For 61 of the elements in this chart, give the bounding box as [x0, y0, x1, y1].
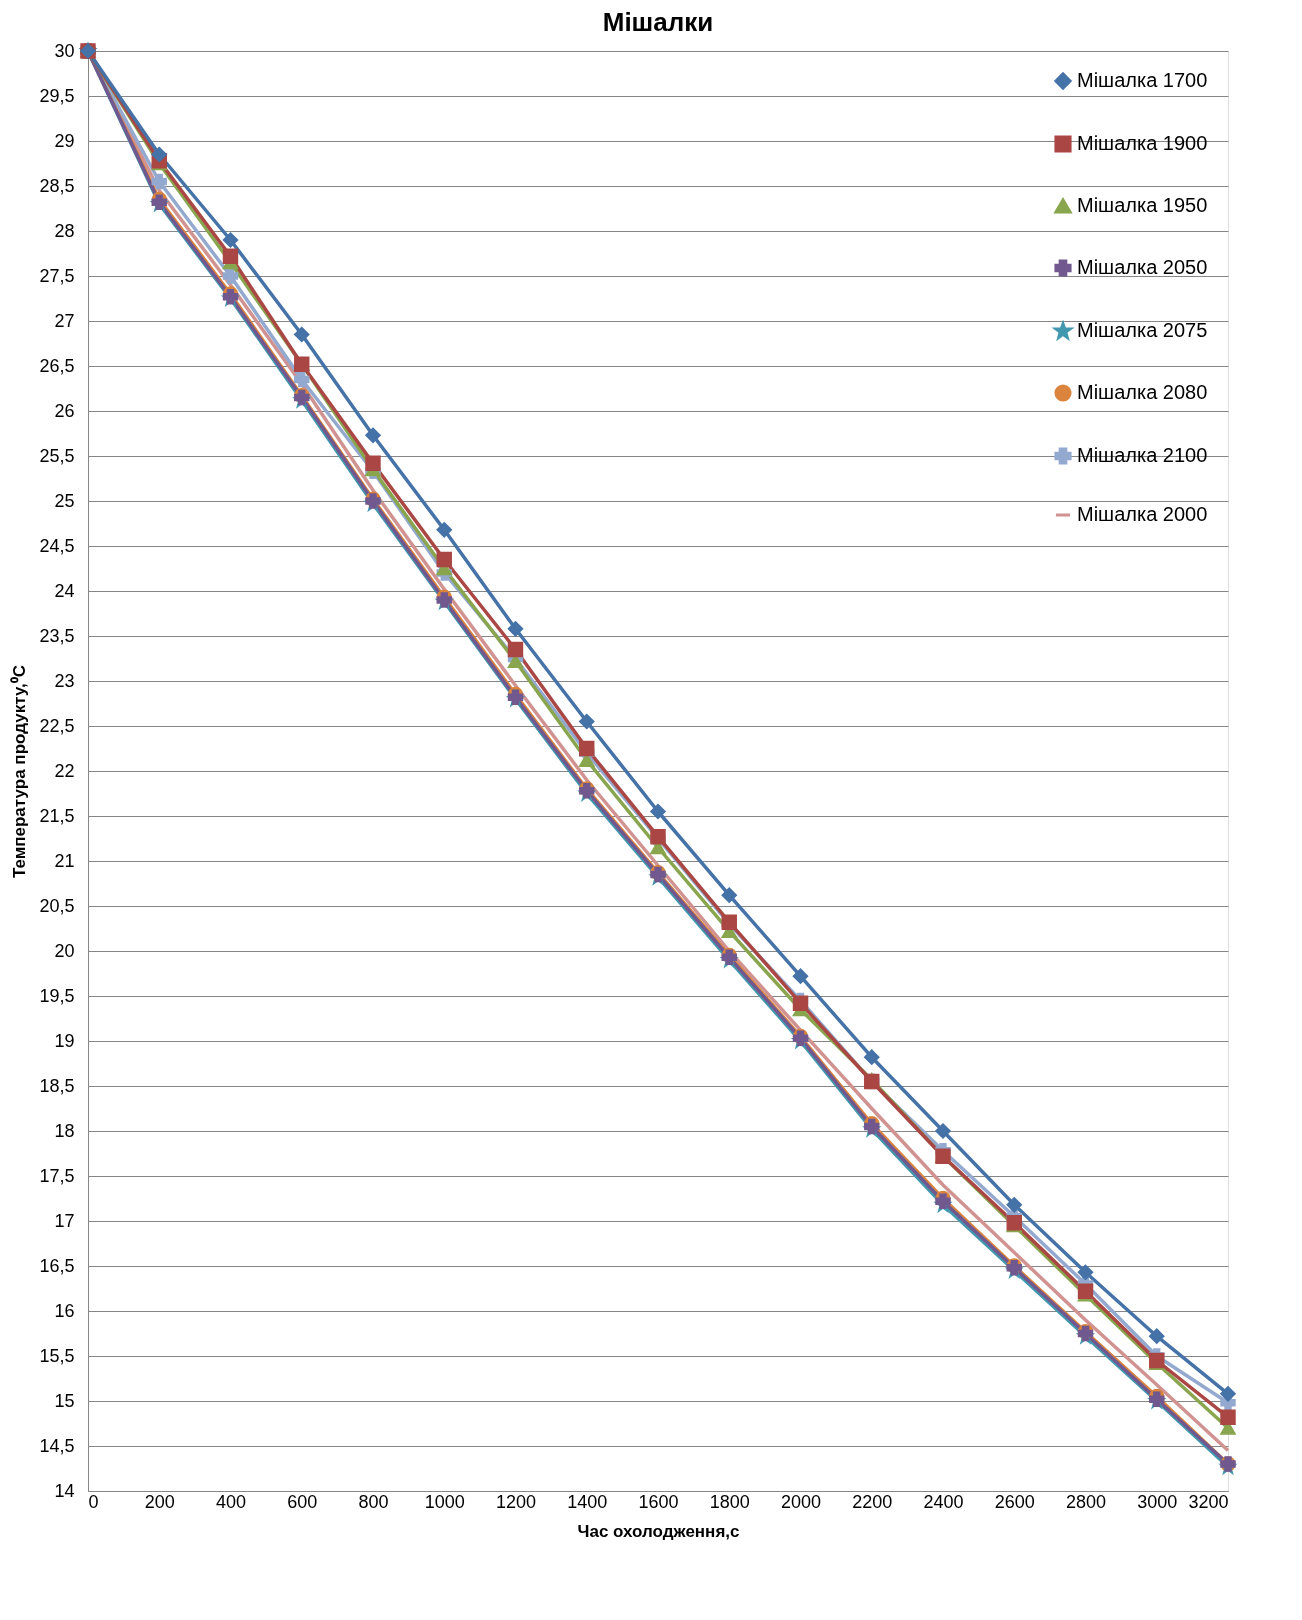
y-tick-label: 14 — [54, 1480, 75, 1501]
x-axis-title: Час охолодження,с — [577, 1521, 740, 1541]
y-tick-label: 15,5 — [39, 1345, 75, 1366]
x-tick-label: 400 — [215, 1491, 247, 1512]
y-tick-label: 18,5 — [39, 1075, 75, 1096]
y-tick-label: 18 — [54, 1120, 75, 1141]
y-tick-label: 26,5 — [39, 355, 75, 376]
x-tick-label: 2400 — [923, 1491, 964, 1512]
y-tick-label: 27,5 — [39, 265, 75, 286]
y-tick-label: 23 — [54, 670, 75, 691]
legend-label: Мішалка 2000 — [1077, 503, 1208, 525]
x-tick-label: 1800 — [709, 1491, 750, 1512]
y-tick-label: 28,5 — [39, 175, 75, 196]
x-tick-label: 1200 — [495, 1491, 537, 1512]
y-tick-label: 25,5 — [39, 445, 75, 466]
y-tick-label: 29,5 — [39, 85, 75, 106]
y-tick-label: 19,5 — [39, 985, 75, 1006]
legend-label: Мішалка 2080 — [1077, 381, 1208, 403]
x-tick-label: 600 — [287, 1491, 318, 1512]
x-tick-label: 0 — [88, 1491, 99, 1512]
y-tick-label: 16 — [54, 1300, 75, 1321]
y-tick-label: 19 — [54, 1030, 75, 1051]
y-tick-label: 25 — [54, 490, 75, 511]
y-tick-label: 22,5 — [39, 715, 75, 736]
y-tick-label: 20 — [54, 940, 75, 961]
y-tick-label: 17 — [54, 1210, 75, 1231]
y-tick-label: 21,5 — [39, 805, 75, 826]
legend-label: Мішалка 1700 — [1077, 69, 1208, 91]
x-tick-label: 1400 — [567, 1491, 608, 1512]
x-tick-label: 1600 — [638, 1491, 679, 1512]
y-tick-label: 20,5 — [39, 895, 75, 916]
y-tick-label: 26 — [54, 400, 75, 421]
legend-label: Мішалка 2075 — [1077, 319, 1208, 341]
y-tick-label: 29 — [54, 130, 75, 151]
x-tick-label: 2200 — [852, 1491, 893, 1512]
x-tick-label: 3200 — [1188, 1491, 1229, 1512]
y-tick-label: 28 — [54, 220, 75, 241]
y-tick-label: 14,5 — [39, 1435, 75, 1456]
y-tick-label: 30 — [54, 40, 75, 61]
y-tick-label: 16,5 — [39, 1255, 75, 1276]
legend-label: Мішалка 1950 — [1077, 194, 1208, 216]
x-tick-label: 2000 — [780, 1491, 822, 1512]
legend-label: Мішалка 2100 — [1077, 444, 1208, 466]
x-tick-label: 1000 — [424, 1491, 465, 1512]
y-tick-label: 24 — [54, 580, 75, 601]
legend-label: Мішалка 1900 — [1077, 132, 1208, 154]
x-tick-label: 800 — [358, 1491, 389, 1512]
legend-label: Мішалка 2050 — [1077, 256, 1208, 278]
y-tick-label: 15 — [54, 1390, 75, 1411]
x-tick-label: 200 — [144, 1491, 175, 1512]
x-tick-label: 2800 — [1065, 1491, 1107, 1512]
y-tick-label: 22 — [54, 760, 75, 781]
chart-title: Мішалки — [602, 7, 714, 38]
y-tick-label: 24,5 — [39, 535, 75, 556]
y-tick-label: 27 — [54, 310, 75, 331]
x-tick-label: 2600 — [994, 1491, 1035, 1512]
x-tick-label: 3000 — [1137, 1491, 1178, 1512]
y-tick-label: 17,5 — [39, 1165, 75, 1186]
y-tick-label: 23,5 — [39, 625, 75, 646]
y-axis-title: Температура продукту,⁰C — [10, 664, 30, 879]
y-tick-label: 21 — [54, 850, 75, 871]
